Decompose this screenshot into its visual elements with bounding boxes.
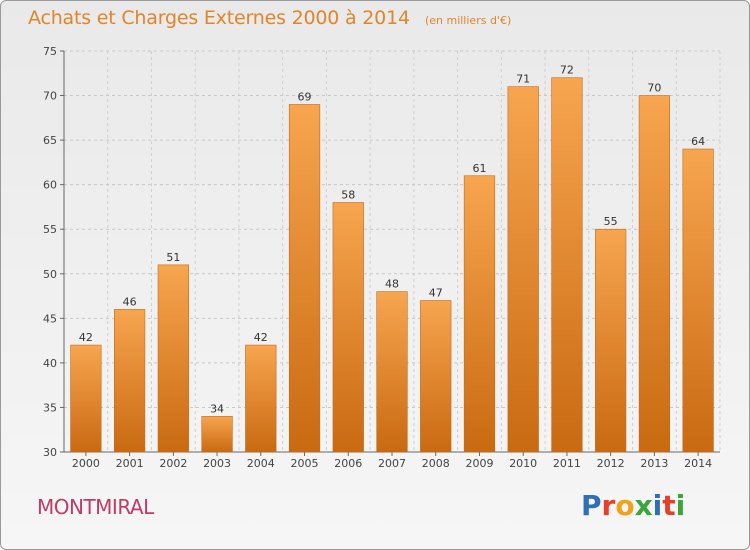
data-label-2002: 51 — [166, 251, 180, 264]
bar-2005 — [288, 104, 321, 453]
y-tick-label: 65 — [43, 134, 57, 147]
bar-2002 — [157, 264, 189, 453]
x-tick-label: 2002 — [159, 457, 187, 470]
bar-2000 — [70, 344, 102, 453]
logo-letter: r — [601, 489, 616, 522]
x-tick-label: 2007 — [378, 457, 406, 470]
label-layer: 42 46 51 34 42 69 58 48 47 61 71 72 55 70 64 — [79, 64, 705, 416]
x-tick-label: 2000 — [72, 457, 100, 470]
data-label-2007: 48 — [385, 278, 399, 291]
bar-2010 — [507, 86, 539, 453]
data-label-2012: 55 — [604, 215, 618, 228]
bar-2003 — [201, 416, 233, 453]
bar-2004 — [245, 344, 277, 453]
y-tick-label: 30 — [43, 446, 57, 459]
logo-letter: t — [662, 489, 676, 522]
data-label-2000: 42 — [79, 331, 93, 344]
bar-2007 — [376, 291, 408, 453]
bar-2008 — [420, 300, 452, 453]
data-label-2008: 47 — [429, 287, 443, 300]
data-label-2011: 72 — [560, 64, 574, 77]
place-name: MONTMIRAL — [37, 495, 154, 519]
x-tick-label: 2005 — [291, 457, 319, 470]
y-tick-label: 40 — [43, 357, 57, 370]
x-tick-label: 2011 — [553, 457, 581, 470]
data-label-2006: 58 — [341, 188, 355, 201]
x-tick-label: 2006 — [334, 457, 362, 470]
data-label-2013: 70 — [647, 82, 661, 95]
data-label-2010: 71 — [516, 73, 530, 86]
data-label-2005: 69 — [298, 90, 312, 103]
y-tick-label: 60 — [43, 179, 57, 192]
y-tick-label: 35 — [43, 401, 57, 414]
y-tick-label: 70 — [43, 90, 57, 103]
x-tick-label: 2004 — [247, 457, 275, 470]
x-tick-label: 2009 — [465, 457, 493, 470]
x-tick-label: 2003 — [203, 457, 231, 470]
x-tick-label: 2012 — [597, 457, 625, 470]
bar-2006 — [332, 202, 364, 453]
x-tick-label: 2001 — [116, 457, 144, 470]
bar-2013 — [638, 95, 671, 453]
data-label-2003: 34 — [210, 402, 224, 415]
y-tick-label: 75 — [43, 45, 57, 58]
data-label-2004: 42 — [254, 331, 268, 344]
x-tick-label: 2014 — [684, 457, 712, 470]
title-row: Achats et Charges Externes 2000 à 2014 (… — [28, 7, 511, 29]
logo-letter: i — [652, 489, 663, 522]
y-tick-label: 45 — [43, 312, 57, 325]
axis-layer: 30 35 40 45 50 55 60 65 70 75 2000 2001 2002 2003 2004… — [43, 45, 720, 470]
logo-letter: o — [615, 489, 635, 522]
logo-letter: x — [634, 489, 653, 522]
bar-2009 — [463, 175, 496, 453]
logo-letter: i — [675, 489, 686, 522]
bar-2012 — [595, 228, 627, 453]
data-label-2009: 61 — [472, 162, 486, 175]
bar-2011 — [551, 77, 583, 453]
bar-2001 — [113, 309, 146, 453]
chart-subtitle: (en milliers d'€) — [424, 14, 512, 27]
chart-title: Achats et Charges Externes 2000 à 2014 — [28, 7, 410, 29]
y-tick-label: 50 — [43, 268, 57, 281]
y-tick-label: 55 — [43, 223, 57, 236]
x-tick-label: 2013 — [640, 457, 668, 470]
logo-letter: P — [581, 489, 602, 522]
data-label-2001: 46 — [123, 295, 137, 308]
proxiti-logo: Proxiti — [581, 489, 685, 522]
x-tick-label: 2010 — [509, 457, 537, 470]
data-label-2014: 64 — [691, 135, 705, 148]
bar-2014 — [682, 148, 714, 453]
bar-layer — [70, 77, 714, 453]
x-tick-label: 2008 — [422, 457, 450, 470]
